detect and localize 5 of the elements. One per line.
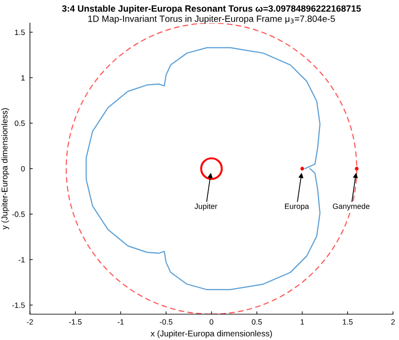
- chart-subtitle: 1D Map-Invariant Torus in Jupiter-Europa Frame μ$_{3}$=7.804e-5: [88, 15, 335, 24]
- x-axis-title: x (Jupiter-Europa dimensionless): [150, 330, 272, 338]
- line-series: [86, 47, 320, 290]
- chart-title: 3:4 Unstable Jupiter-Europa Resonant Torus ω=3.09784896222168715: [62, 5, 361, 14]
- y-axis-title: y (Jupiter-Europa dimensionless): [1, 108, 10, 230]
